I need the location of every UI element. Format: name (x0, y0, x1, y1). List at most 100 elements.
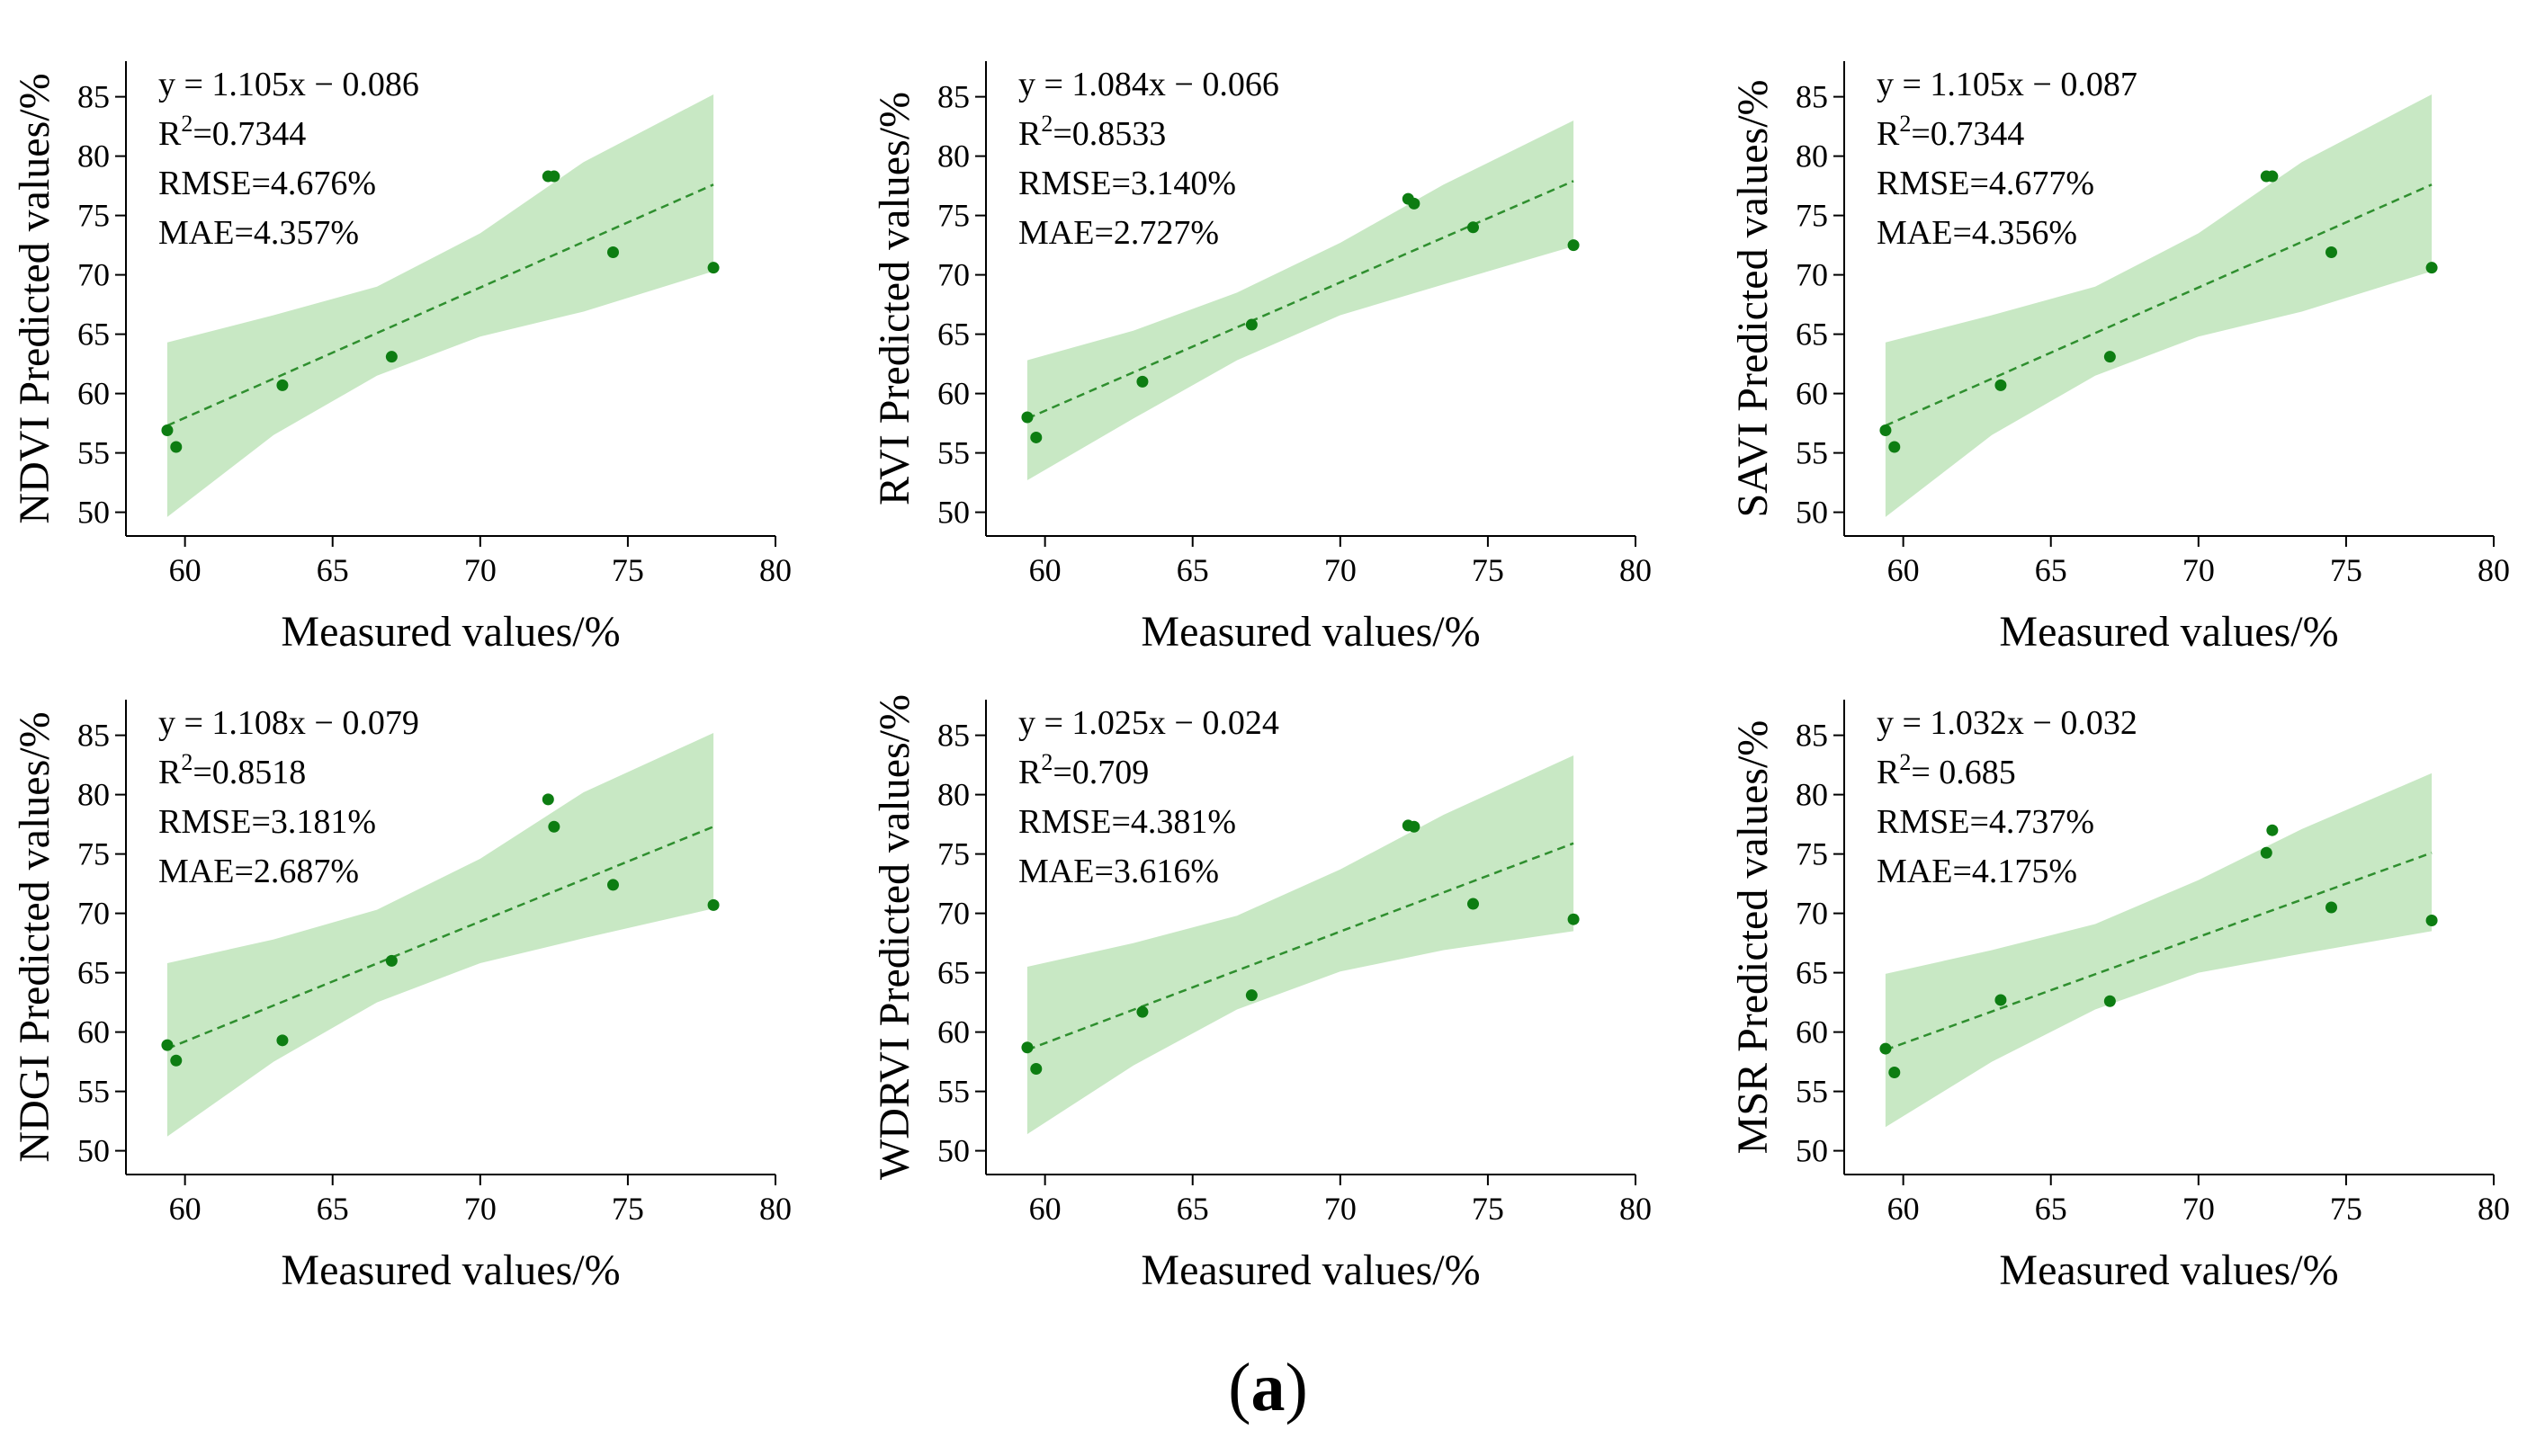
r-squared-value: = 0.685 (1911, 754, 2015, 791)
y-tick-label: 60 (937, 1014, 970, 1050)
r-squared-symbol: R (1877, 754, 1900, 791)
y-tick-label: 85 (77, 79, 110, 115)
data-point (276, 1034, 289, 1047)
fit-line (166, 826, 714, 1050)
x-tick-label: 75 (612, 1191, 644, 1227)
x-tick-label: 75 (1472, 552, 1504, 588)
r-squared-superscript: 2 (181, 111, 193, 137)
y-tick-label: 70 (77, 257, 110, 293)
y-tick-label: 60 (1796, 1014, 1828, 1050)
x-axis-label: Measured values/% (1141, 1246, 1480, 1294)
r-squared-superscript: 2 (1041, 111, 1053, 137)
x-axis-label: Measured values/% (281, 608, 620, 656)
r-squared: R2= 0.685 (1877, 749, 2016, 791)
data-point (1030, 431, 1043, 443)
data-point (2266, 170, 2279, 183)
r-squared-symbol: R (158, 115, 182, 153)
y-tick-label: 70 (937, 257, 970, 293)
data-point (2325, 246, 2337, 259)
fit-line (1026, 842, 1574, 1051)
y-tick-label: 65 (937, 955, 970, 991)
x-tick-label: 65 (317, 552, 349, 588)
y-tick-label: 80 (77, 777, 110, 813)
mae-value: MAE=2.727% (1018, 214, 1219, 252)
r-squared-symbol: R (1018, 115, 1042, 153)
data-point (385, 351, 398, 363)
data-point (1021, 1041, 1034, 1054)
data-point (2325, 901, 2337, 914)
y-tick-label: 65 (1796, 317, 1828, 353)
data-point (1030, 1063, 1043, 1076)
x-tick-label: 65 (1177, 552, 1209, 588)
y-tick-label: 50 (1796, 495, 1828, 531)
y-tick-label: 50 (77, 495, 110, 531)
y-tick-label: 50 (77, 1133, 110, 1169)
x-tick-label: 65 (317, 1191, 349, 1227)
rmse-value: RMSE=4.381% (1018, 803, 1236, 841)
data-point (2260, 846, 2272, 859)
data-point (1888, 441, 1901, 453)
data-point (707, 262, 720, 274)
data-point (1879, 424, 1892, 437)
regression-equation: y = 1.108x − 0.079 (158, 704, 419, 742)
y-tick-label: 75 (77, 198, 110, 234)
x-tick-label: 75 (612, 552, 644, 588)
r-squared-superscript: 2 (1899, 749, 1911, 775)
regression-equation: y = 1.025x − 0.024 (1018, 704, 1279, 742)
y-axis-label: RVI Predicted values/% (871, 92, 919, 505)
data-point (276, 379, 289, 391)
y-tick-label: 65 (937, 317, 970, 353)
rmse-value: RMSE=4.737% (1877, 803, 2094, 841)
regression-equation: y = 1.084x − 0.066 (1018, 66, 1279, 103)
y-tick-label: 70 (77, 896, 110, 932)
r-squared-superscript: 2 (1899, 111, 1911, 137)
y-tick-label: 85 (77, 718, 110, 754)
data-point (1994, 379, 2007, 391)
data-point (170, 1054, 183, 1067)
x-tick-label: 80 (759, 552, 792, 588)
y-tick-label: 75 (937, 198, 970, 234)
y-tick-label: 60 (937, 376, 970, 412)
data-point (1245, 989, 1258, 1002)
y-tick-label: 65 (77, 955, 110, 991)
y-tick-label: 80 (937, 777, 970, 813)
y-tick-label: 75 (1796, 198, 1828, 234)
data-point (1408, 820, 1420, 833)
confidence-band (1885, 773, 2433, 1128)
data-point (2425, 262, 2438, 274)
x-axis-label: Measured values/% (1999, 608, 2338, 656)
y-tick-label: 80 (937, 138, 970, 174)
r-squared-value: =0.8518 (193, 754, 306, 791)
x-axis-label: Measured values/% (1141, 608, 1480, 656)
y-axis-label: NDVI Predicted values/% (11, 73, 58, 523)
y-tick-label: 85 (937, 718, 970, 754)
fit-line (1885, 852, 2433, 1051)
data-point (1467, 221, 1479, 234)
r-squared: R2=0.7344 (1877, 111, 2024, 153)
caption-letter: a (1250, 1350, 1286, 1425)
y-tick-label: 75 (77, 836, 110, 872)
data-point (385, 954, 398, 967)
data-point (707, 898, 720, 911)
y-axis-label: MSR Predicted values/% (1729, 720, 1777, 1155)
scatter-panel-3: 60 65 70 75 80 50 55 60 65 70 75 80 85 Measured value… (1729, 61, 2510, 656)
y-tick-label: 75 (1796, 836, 1828, 872)
y-tick-label: 50 (1796, 1133, 1828, 1169)
y-tick-label: 70 (937, 896, 970, 932)
rmse-value: RMSE=4.676% (158, 165, 376, 202)
y-tick-label: 75 (937, 836, 970, 872)
y-tick-label: 70 (1796, 257, 1828, 293)
y-tick-label: 80 (1796, 777, 1828, 813)
r-squared: R2=0.8518 (158, 749, 306, 791)
data-point (1408, 197, 1420, 210)
data-point (2103, 351, 2116, 363)
data-point (548, 820, 560, 833)
y-tick-label: 55 (77, 1074, 110, 1110)
x-tick-label: 60 (169, 1191, 202, 1227)
y-tick-label: 80 (77, 138, 110, 174)
regression-equation: y = 1.105x − 0.086 (158, 66, 419, 103)
x-tick-label: 65 (2035, 552, 2067, 588)
y-tick-label: 55 (937, 1074, 970, 1110)
x-tick-label: 75 (2330, 1191, 2362, 1227)
confidence-band (166, 733, 714, 1137)
